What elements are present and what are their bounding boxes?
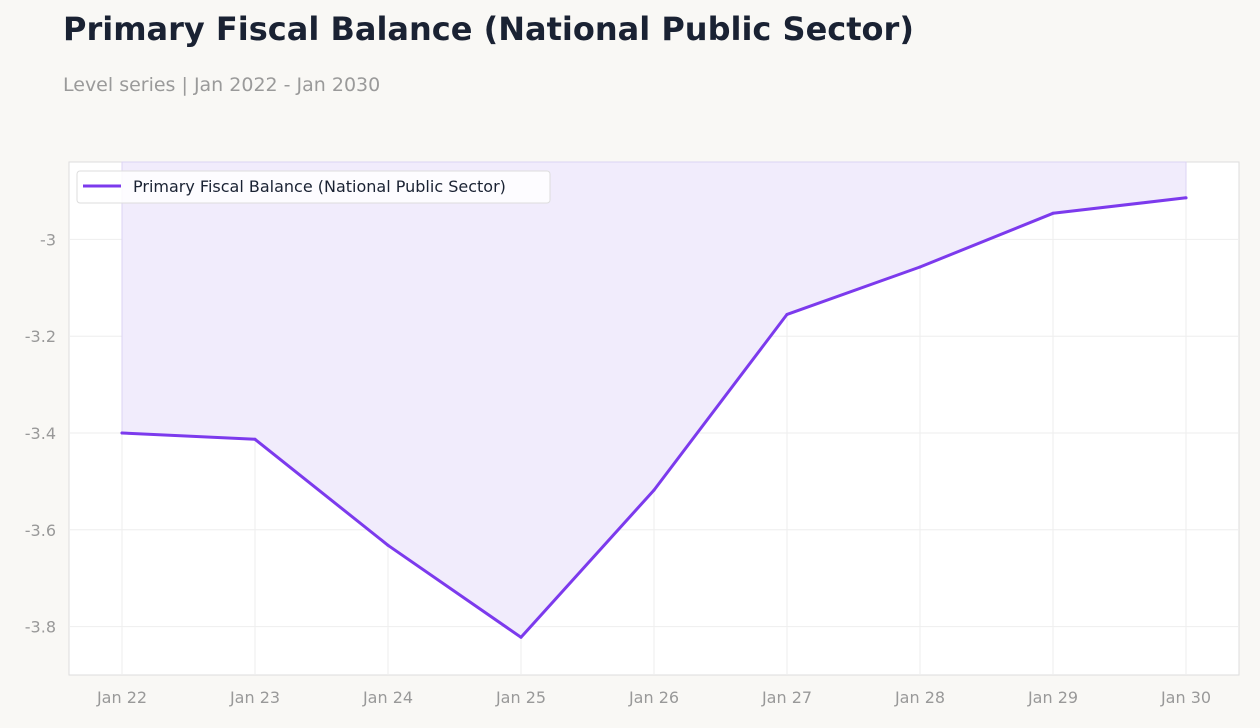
x-tick-label: Jan 24 [362,688,413,707]
x-tick-label: Jan 30 [1160,688,1211,707]
legend-label: Primary Fiscal Balance (National Public … [133,177,506,196]
series-lines [120,196,1188,639]
data-point [918,265,922,269]
chart-subtitle: Level series | Jan 2022 - Jan 2030 [63,74,381,96]
x-tick-label: Jan 25 [495,688,546,707]
legend: Primary Fiscal Balance (National Public … [76,170,551,204]
x-axis-ticks: Jan 22 Jan 23 Jan 24 Jan 25 Jan 26 Jan 27 Jan … [96,688,1211,707]
data-point [1051,211,1055,215]
x-tick-label: Jan 29 [1027,688,1078,707]
data-point [1184,196,1188,200]
chart-title: Primary Fiscal Balance (National Public … [63,10,914,48]
x-tick-label: Jan 22 [96,688,147,707]
data-point [120,431,124,435]
data-point [386,543,390,547]
y-tick-label: -3.4 [25,424,56,443]
x-tick-label: Jan 26 [628,688,679,707]
x-tick-label: Jan 23 [229,688,280,707]
y-tick-label: -3.6 [25,521,56,540]
y-tick-label: -3.8 [25,618,56,637]
y-tick-label: -3 [40,230,56,249]
data-point [652,488,656,492]
x-tick-label: Jan 28 [894,688,945,707]
data-point [253,437,257,441]
x-tick-label: Jan 27 [761,688,812,707]
data-point [519,635,523,639]
y-axis-ticks: -3.8 -3.6 -3.4 -3.2 -3 [25,230,56,636]
data-point [785,312,789,316]
y-tick-label: -3.2 [25,327,56,346]
legend-box [76,170,551,204]
